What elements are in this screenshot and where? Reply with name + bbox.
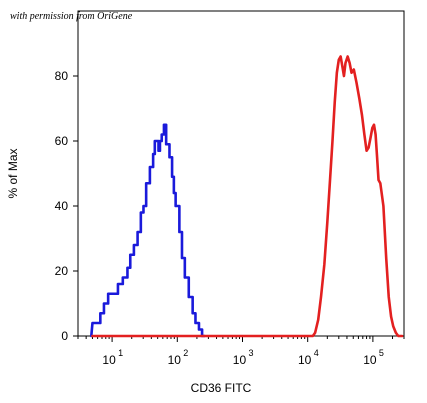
- y-tick-label-0: 0: [61, 329, 68, 343]
- watermark-text: with permission from OriGene: [10, 11, 133, 22]
- x-tick-exponent: 2: [183, 348, 188, 358]
- x-tick-mantissa: 10: [298, 353, 312, 367]
- x-tick-exponent: 1: [118, 348, 123, 358]
- x-tick-label-10e4: 10 4: [298, 348, 319, 367]
- y-tick-label-40: 40: [55, 199, 69, 213]
- x-tick-label-10e1: 10 1: [102, 348, 123, 367]
- x-tick-label-10e3: 10 3: [233, 348, 254, 367]
- y-tick-label-20: 20: [55, 264, 69, 278]
- x-tick-label-10e5: 10 5: [363, 348, 384, 367]
- histogram-series-2: [91, 55, 404, 338]
- x-tick-mantissa: 10: [233, 353, 247, 367]
- y-axis-label: % of Max: [6, 148, 20, 198]
- x-tick-mantissa: 10: [363, 353, 377, 367]
- x-axis-label: CD36 FITC: [191, 381, 252, 395]
- x-tick-mantissa: 10: [168, 353, 182, 367]
- y-tick-label-60: 60: [55, 134, 69, 148]
- x-tick-exponent: 5: [379, 348, 384, 358]
- y-tick-label-80: 80: [55, 69, 69, 83]
- plot-frame: [77, 10, 405, 337]
- axis-ticks: [73, 75, 405, 342]
- x-tick-exponent: 4: [314, 348, 319, 358]
- histogram-series-1: [90, 123, 206, 338]
- x-tick-label-10e2: 10 2: [168, 348, 189, 367]
- x-tick-mantissa: 10: [102, 353, 116, 367]
- x-tick-exponent: 3: [248, 348, 253, 358]
- series-layer: [90, 55, 404, 338]
